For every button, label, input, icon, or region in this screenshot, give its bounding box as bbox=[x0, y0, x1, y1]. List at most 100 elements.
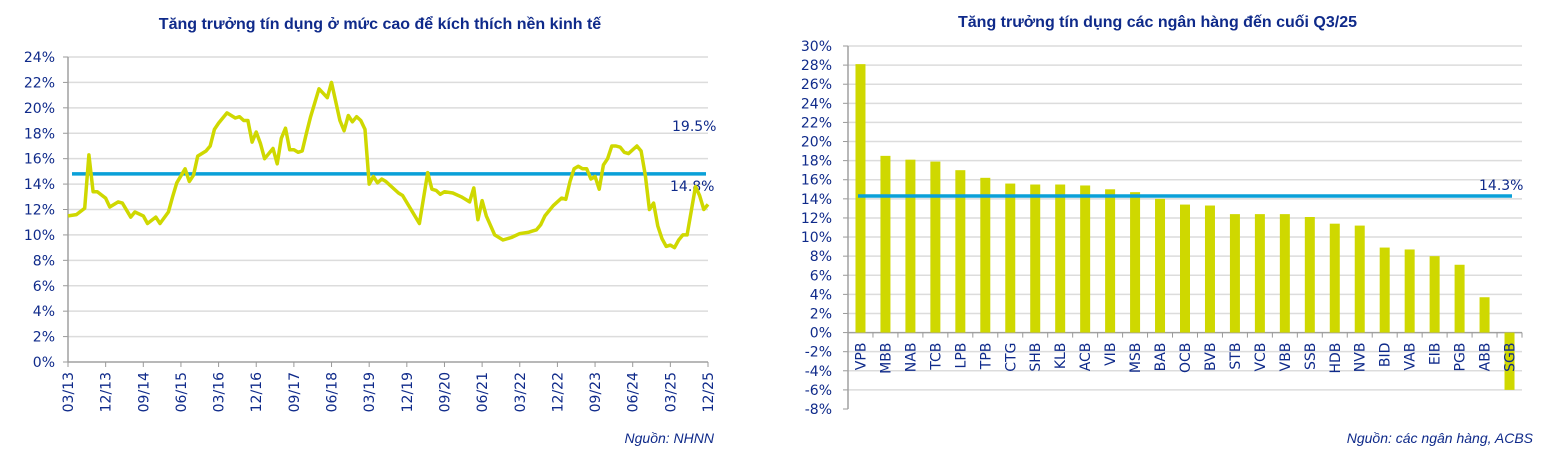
bar-vib bbox=[1105, 189, 1116, 333]
x-tick-label: STB bbox=[1228, 343, 1244, 370]
last-value-label: 19.5% bbox=[672, 119, 716, 135]
bar-hdb bbox=[1329, 223, 1340, 333]
x-tick-label: VAB bbox=[1403, 343, 1419, 371]
bar-vpb bbox=[855, 64, 866, 333]
y-tick-label: 22% bbox=[24, 75, 55, 91]
line-chart-source: Nguồn: NHNN bbox=[624, 430, 714, 446]
bar-sgb bbox=[1504, 332, 1515, 390]
y-tick-label: 18% bbox=[24, 126, 55, 142]
x-tick-label: BID bbox=[1378, 343, 1394, 368]
y-tick-label: 24% bbox=[801, 96, 832, 112]
y-tick-label: 16% bbox=[24, 152, 55, 168]
bar-bvb bbox=[1204, 205, 1215, 333]
bar-nvb bbox=[1354, 225, 1365, 333]
credit-growth-line bbox=[67, 80, 710, 250]
x-tick-label: OCB bbox=[1178, 343, 1194, 373]
y-tick-label: 10% bbox=[24, 228, 55, 244]
bar-shb bbox=[1030, 184, 1041, 333]
line-chart-panel: Tăng trưởng tín dụng ở mức cao để kích t… bbox=[0, 0, 760, 456]
y-tick-label: 4% bbox=[33, 304, 55, 320]
bar-vbb bbox=[1279, 214, 1290, 333]
y-tick-label: 6% bbox=[810, 268, 832, 284]
bar-chart-title: Tăng trưởng tín dụng các ngân hàng đến c… bbox=[958, 14, 1357, 31]
bar-bid bbox=[1379, 247, 1390, 333]
y-tick-label: 24% bbox=[24, 50, 55, 66]
x-tick-label: KLB bbox=[1053, 343, 1069, 370]
y-tick-label: -4% bbox=[805, 364, 832, 380]
y-tick-label: 8% bbox=[33, 253, 55, 269]
x-tick-label: BVB bbox=[1203, 343, 1219, 371]
x-tick-label: TPB bbox=[978, 343, 994, 371]
y-tick-label: -8% bbox=[805, 402, 832, 418]
x-tick-label: 03/16 bbox=[212, 372, 228, 412]
average-label: 14.3% bbox=[1479, 178, 1523, 194]
x-tick-label: TCB bbox=[928, 343, 944, 371]
bar-ssb bbox=[1304, 216, 1315, 333]
x-tick-label: 06/18 bbox=[325, 372, 341, 412]
y-tick-label: 2% bbox=[33, 330, 55, 346]
y-tick-label: 26% bbox=[801, 77, 832, 93]
x-tick-label: PGB bbox=[1453, 343, 1469, 372]
x-tick-label: VPB bbox=[853, 343, 869, 371]
x-tick-label: 12/25 bbox=[701, 372, 717, 412]
x-tick-label: 12/22 bbox=[550, 372, 566, 412]
x-tick-label: SGB bbox=[1503, 343, 1519, 372]
y-tick-label: 20% bbox=[24, 101, 55, 117]
y-tick-label: 18% bbox=[801, 154, 832, 170]
x-tick-label: 09/20 bbox=[437, 372, 453, 412]
bar-msb bbox=[1130, 192, 1141, 333]
bar-ctg bbox=[1005, 183, 1016, 333]
bar-pgb bbox=[1454, 264, 1465, 333]
y-tick-label: 12% bbox=[24, 203, 55, 219]
x-tick-label: 03/19 bbox=[362, 372, 378, 412]
bar-chart-source: Nguồn: các ngân hàng, ACBS bbox=[1346, 430, 1533, 446]
y-tick-label: 22% bbox=[801, 115, 832, 131]
x-tick-label: 09/23 bbox=[588, 372, 604, 412]
y-tick-label: 14% bbox=[801, 192, 832, 208]
bar-acb bbox=[1080, 185, 1091, 333]
y-tick-label: -6% bbox=[805, 383, 832, 399]
x-tick-label: ACB bbox=[1078, 343, 1094, 372]
bar-ocb bbox=[1180, 204, 1190, 333]
x-tick-label: BAB bbox=[1153, 343, 1169, 372]
x-tick-label: 06/21 bbox=[475, 372, 491, 412]
x-tick-label: MSB bbox=[1128, 343, 1144, 374]
y-tick-label: 2% bbox=[810, 306, 832, 322]
y-tick-label: 0% bbox=[810, 326, 832, 342]
x-tick-label: 12/16 bbox=[249, 372, 265, 412]
x-tick-label: NAB bbox=[903, 343, 919, 373]
x-tick-label: HDB bbox=[1328, 343, 1344, 374]
y-tick-label: 20% bbox=[801, 135, 832, 151]
x-tick-label: VBB bbox=[1278, 343, 1294, 372]
bar-chart: -8% -6% -4% -2% 0% 2% 4% 6% 8% 10% 12% 14% 16% 18% 20%… bbox=[801, 39, 1524, 418]
bar-tcb bbox=[930, 161, 941, 333]
x-tick-label: 12/19 bbox=[400, 372, 416, 412]
y-tick-label: 28% bbox=[801, 58, 832, 74]
x-tick-label: 03/25 bbox=[663, 372, 679, 412]
x-tick-label: 09/14 bbox=[136, 372, 152, 412]
x-tick-label: SSB bbox=[1303, 343, 1319, 370]
x-tick-label: NVB bbox=[1353, 343, 1369, 373]
x-tick-label: 09/17 bbox=[287, 372, 303, 412]
x-tick-label: VCB bbox=[1253, 343, 1269, 372]
bar-abb bbox=[1479, 297, 1490, 333]
line-chart-title: Tăng trưởng tín dụng ở mức cao để kích t… bbox=[158, 16, 602, 33]
x-tick-label: CTG bbox=[1003, 343, 1019, 372]
bar-bab bbox=[1155, 198, 1166, 333]
bar-chart-panel: Tăng trưởng tín dụng các ngân hàng đến c… bbox=[770, 0, 1545, 456]
bar-nab bbox=[905, 159, 916, 333]
x-tick-label: LPB bbox=[953, 343, 969, 369]
y-tick-label: -2% bbox=[805, 345, 832, 361]
x-tick-label: 12/13 bbox=[99, 372, 115, 412]
bar-klb bbox=[1055, 184, 1066, 333]
x-tick-label: 03/22 bbox=[513, 372, 529, 412]
bar-tpb bbox=[980, 177, 991, 333]
y-tick-label: 14% bbox=[24, 177, 55, 193]
y-tick-label: 16% bbox=[801, 173, 832, 189]
y-tick-label: 8% bbox=[810, 249, 832, 265]
x-tick-label: SHB bbox=[1028, 343, 1044, 372]
y-tick-label: 4% bbox=[810, 287, 832, 303]
y-tick-label: 10% bbox=[801, 230, 832, 246]
average-label: 14.8% bbox=[670, 179, 714, 195]
x-tick-label: 06/24 bbox=[626, 372, 642, 412]
